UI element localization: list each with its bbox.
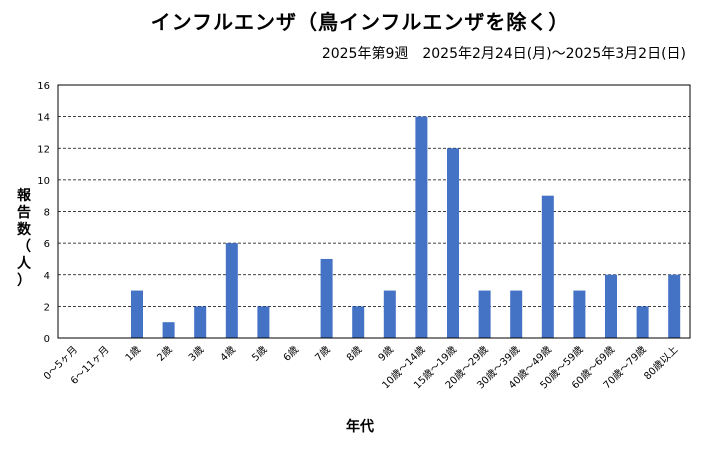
bar [162,322,175,338]
bar [225,243,238,338]
bar [605,274,617,338]
x-tick-label: 6歳 [281,344,301,364]
y-tick-label: 6 [44,239,50,250]
plot-frame [57,84,691,339]
x-tick-label: 80歳以上 [642,344,681,383]
bar [447,148,459,338]
y-axis-label-char: （ [17,239,31,255]
chart-subtitle: 2025年第9週 2025年2月24日(月)〜2025年3月2日(日) [321,46,686,62]
bar [636,306,649,338]
x-tick-label: 5歳 [249,344,269,364]
x-tick-label: 4歳 [218,344,238,364]
y-tick-label: 16 [37,81,50,92]
bar [478,290,491,338]
bar [510,290,523,338]
y-tick-labels: 0 2 4 6 8 10 12 14 16 [37,81,50,345]
x-tick-label: 2歳 [155,344,175,364]
y-tick-label: 8 [44,208,50,219]
y-axis-label-char: 告 [17,205,31,221]
bar [131,290,143,338]
bar [668,274,681,338]
gridlines [58,116,690,307]
x-tick-label: 9歳 [376,344,396,364]
x-tick-label: 3歳 [186,344,206,364]
x-axis-label: 年代 [346,419,374,435]
y-tick-label: 14 [37,113,50,124]
bar [194,306,207,338]
bars [131,116,681,338]
bar [352,306,365,338]
y-tick-label: 4 [44,271,50,282]
y-axis-label-char: 報 [17,188,31,204]
y-tick-label: 0 [44,334,50,345]
x-tick-label: 7歳 [313,344,333,364]
y-axis-label-char: ） [17,273,31,289]
bar [573,290,586,338]
y-axis-label: 報 告 数 （ 人 ） [14,188,34,290]
y-tick-label: 10 [37,176,50,187]
bar [257,306,270,338]
x-tick-label: 1歳 [123,344,143,364]
y-axis-label-char: 人 [17,256,31,272]
y-tick-label: 12 [37,144,50,155]
bar [415,116,428,338]
bar [320,258,333,338]
x-tick-label: 8歳 [344,344,364,364]
bar [541,195,554,338]
y-axis-label-char: 数 [17,222,31,238]
chart-title: インフルエンザ（鳥インフルエンザを除く） [150,10,570,34]
y-tick-label: 2 [44,302,50,313]
bar [383,290,396,338]
